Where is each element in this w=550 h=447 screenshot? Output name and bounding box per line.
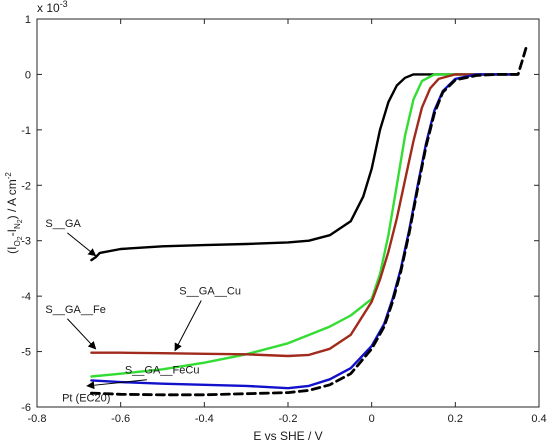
- x-tick-label: -0.6: [111, 413, 130, 425]
- annotation-label: S__GA__Cu: [179, 285, 241, 297]
- annotation-arrow: [86, 379, 147, 390]
- x-axis-label: E vs SHE / V: [253, 429, 322, 443]
- annotation-layer: S__GA S__GA__Fe S__GA__Cu S__GA__FeCu Pt (EC…: [45, 218, 241, 405]
- x-tick-label: 0.4: [531, 413, 546, 425]
- annotation-arrow: [67, 318, 97, 350]
- series-line-pt-ec20: [90, 45, 528, 397]
- y-tick-label: -6: [21, 402, 31, 414]
- tick-layer: -0.8 -0.6 -0.4 -0.2 0 0.2 0.4 1 0 -1 -2 -3 -4 -5 -6: [21, 14, 546, 425]
- annotation-label: S__GA__Fe: [45, 304, 106, 316]
- x-tick-label: -0.2: [279, 413, 298, 425]
- annotation-arrow: [174, 300, 202, 352]
- y-tick-label: -2: [21, 180, 31, 192]
- x-tick-label: 0.2: [448, 413, 463, 425]
- y-tick-label: -5: [21, 347, 31, 359]
- x-tick-label: -0.4: [195, 413, 214, 425]
- y-tick-label: -3: [21, 236, 31, 248]
- annotation-label: S__GA: [45, 218, 81, 230]
- y-axis-label: (IO2-IN2) / A cm-2: [4, 172, 24, 254]
- annotation-arrow: [67, 232, 97, 257]
- y-tick-label: -1: [21, 125, 31, 137]
- series-line-s-ga-fe: [90, 73, 520, 358]
- x-tick-label: 0: [369, 413, 375, 425]
- annotation-label: Pt (EC20): [62, 392, 110, 404]
- x-tick-label: -0.8: [28, 413, 47, 425]
- y-exponent: x 10-3: [37, 0, 68, 15]
- series-layer: [90, 45, 528, 397]
- y-tick-label: -4: [21, 291, 31, 303]
- y-exponent-power: -3: [60, 0, 68, 9]
- y-tick-label: 1: [25, 14, 31, 26]
- y-tick-label: 0: [25, 69, 31, 81]
- annotation-label: S__GA__FeCu: [125, 365, 200, 377]
